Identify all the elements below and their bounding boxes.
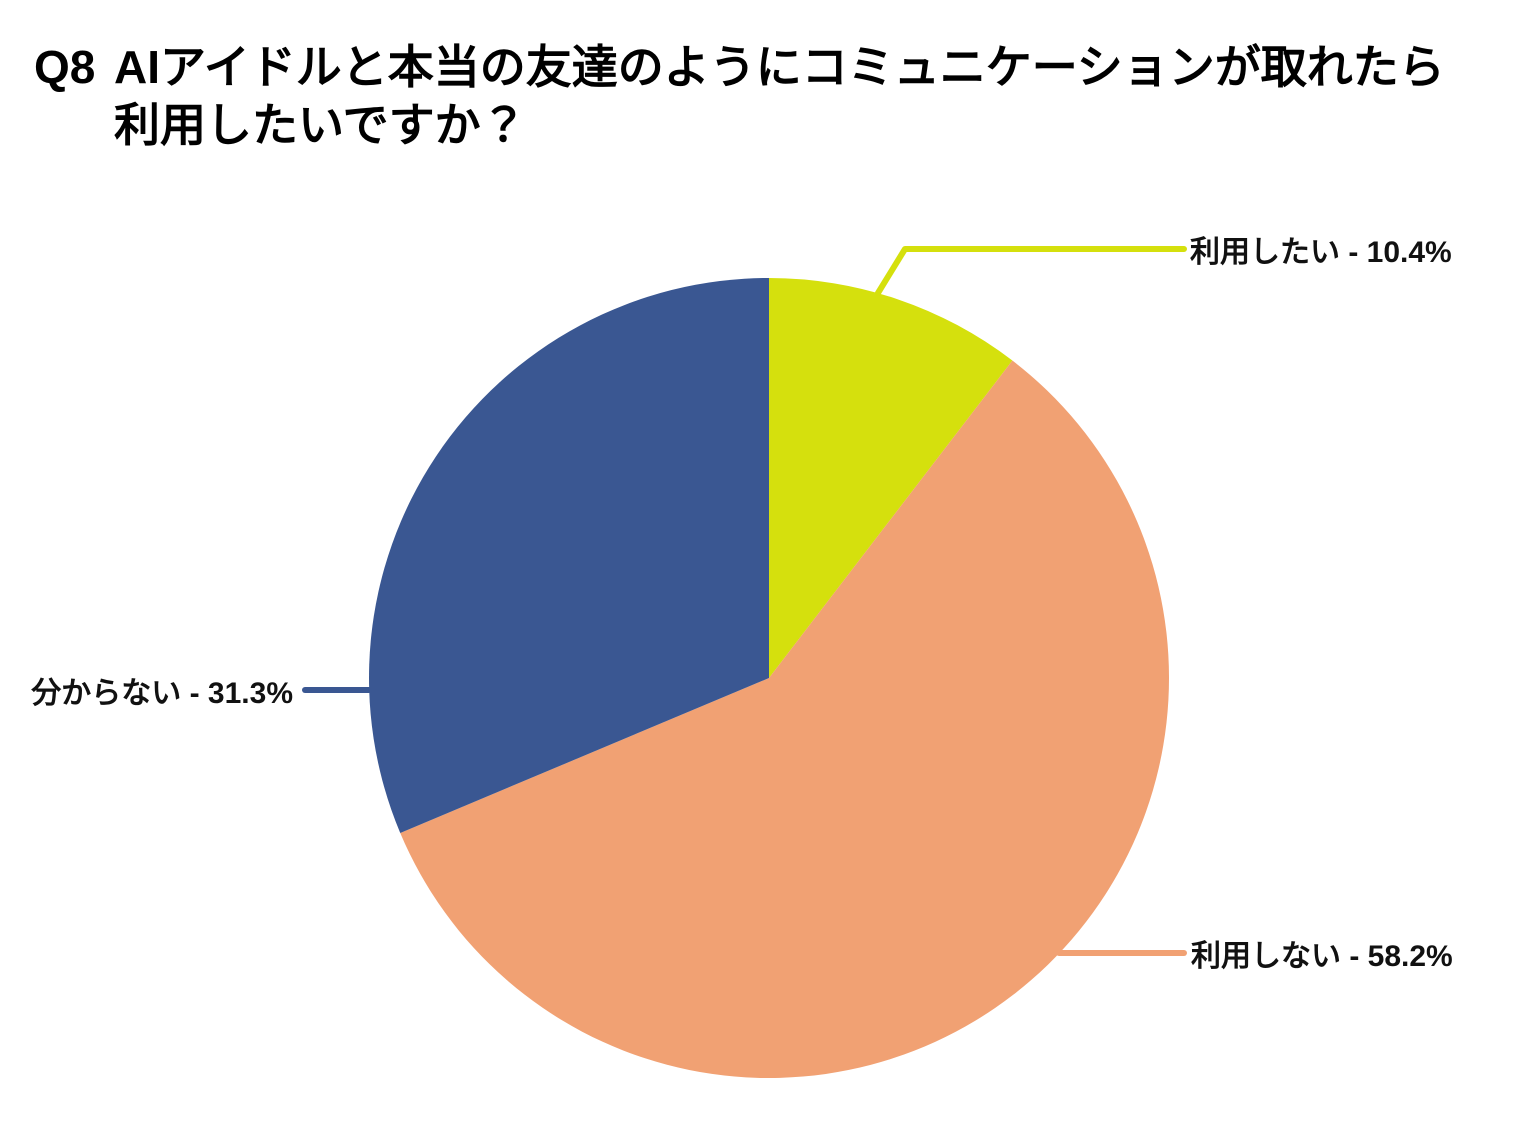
pie-slice-dont-know xyxy=(369,277,769,833)
title-line-2: 利用したいですか？ xyxy=(114,99,527,151)
pie-slice-want-to-use xyxy=(769,278,1013,678)
pie-slice-wont-use xyxy=(400,360,1170,1079)
pie-slices xyxy=(369,277,1170,1079)
slice-label-want-to-use: 利用したい - 10.4% xyxy=(1190,236,1452,269)
slice-label-wont-use: 利用しない - 58.2% xyxy=(1191,940,1453,973)
chart-title-text: AIアイドルと本当の友達のようにコミュニケーションが取れたら 利用したいですか？ xyxy=(114,38,1445,154)
question-number: Q8 xyxy=(34,41,96,93)
slice-label-dont-know: 分からない - 31.3% xyxy=(31,677,293,710)
leader-line-want-to-use xyxy=(875,246,1187,296)
title-line-1: AIアイドルと本当の友達のようにコミュニケーションが取れたら xyxy=(114,41,1445,93)
chart-title: Q8 AIアイドルと本当の友達のようにコミュニケーションが取れたら 利用したいで… xyxy=(34,38,1445,154)
